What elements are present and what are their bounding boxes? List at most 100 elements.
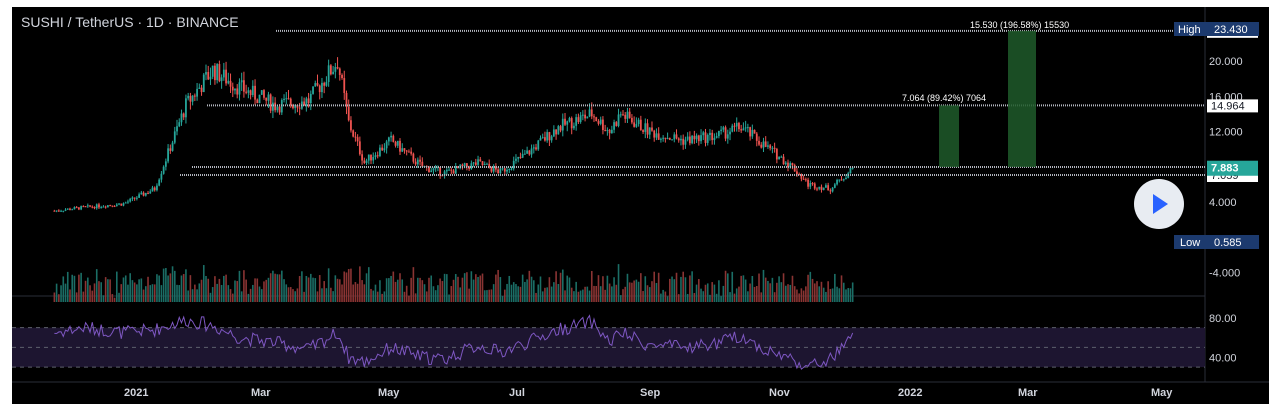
- candle-body: [606, 129, 609, 131]
- volume-bar: [240, 291, 243, 302]
- volume-bar: [742, 275, 745, 302]
- volume-bar: [842, 282, 845, 302]
- candle-body: [178, 122, 181, 127]
- candle-body: [133, 197, 136, 199]
- volume-bar: [379, 280, 381, 302]
- time-axis-label: 2021: [124, 387, 148, 399]
- volume-bar: [64, 283, 67, 302]
- volume-bar: [437, 285, 439, 302]
- candle-body: [336, 67, 339, 69]
- candle-body: [827, 185, 830, 191]
- candle-body: [243, 80, 245, 92]
- volume-bar: [236, 281, 239, 302]
- candle-body: [506, 169, 508, 172]
- volume-bar: [307, 277, 310, 302]
- candle-body: [809, 183, 812, 187]
- candle-body: [836, 179, 838, 185]
- candle-body: [586, 116, 589, 119]
- volume-bar: [421, 280, 424, 302]
- candle-body: [722, 127, 725, 130]
- candle-body: [334, 67, 337, 72]
- candle-body: [149, 191, 152, 194]
- volume-bar: [720, 296, 722, 302]
- candle-body: [227, 80, 230, 84]
- volume-bar: [517, 286, 519, 302]
- volume-bar: [510, 284, 513, 302]
- volume-bar: [223, 275, 225, 302]
- volume-bar: [740, 275, 742, 302]
- play-button[interactable]: [1134, 179, 1184, 229]
- volume-bar: [825, 291, 827, 302]
- volume-bar: [593, 285, 595, 302]
- candle-body: [838, 179, 841, 181]
- candle-body: [341, 74, 343, 79]
- rsi-line: [54, 314, 854, 370]
- volume-bar: [813, 283, 816, 302]
- volume-bar: [827, 281, 829, 302]
- volume-bar: [466, 272, 468, 302]
- volume-bar: [519, 286, 522, 302]
- volume-bar: [530, 276, 533, 302]
- price-axis-tick: 20.000: [1209, 56, 1243, 68]
- candle-body: [559, 126, 562, 131]
- volume-bar: [682, 271, 685, 302]
- candle-body: [305, 98, 308, 106]
- volume-bar: [559, 272, 562, 302]
- candle-body: [771, 147, 774, 149]
- candle-body: [211, 65, 214, 77]
- volume-bar: [434, 290, 437, 302]
- volume-bar: [755, 286, 758, 302]
- volume-bar: [281, 270, 283, 302]
- candle-body: [811, 183, 814, 185]
- candle-body: [709, 132, 711, 135]
- candle-body: [452, 170, 455, 174]
- candle-body: [668, 138, 671, 140]
- volume-bar: [167, 275, 169, 302]
- candle-body: [816, 188, 818, 190]
- time-axis-label: Mar: [1018, 387, 1038, 399]
- candle-body: [666, 138, 669, 140]
- candle-body: [102, 206, 105, 208]
- volume-bar: [354, 282, 357, 302]
- volume-bar: [747, 291, 749, 302]
- volume-bar: [642, 291, 644, 302]
- volume-bar: [671, 276, 673, 302]
- volume-bar: [604, 289, 606, 302]
- candle-body: [129, 198, 132, 202]
- candle-body: [412, 153, 415, 162]
- chart-frame[interactable]: 7.064 (89.42%) 7064 15.530 (196.58%) 1553…: [12, 7, 1269, 404]
- volume-bar: [669, 278, 671, 302]
- volume-bar: [229, 289, 232, 302]
- candle-body: [323, 82, 326, 86]
- candle-body: [338, 68, 341, 75]
- volume-bar: [666, 296, 669, 302]
- chart-canvas[interactable]: 7.064 (89.42%) 7064 15.530 (196.58%) 1553…: [12, 7, 1269, 404]
- volume-bar: [142, 289, 145, 302]
- candle-body: [430, 170, 433, 173]
- candle-body: [256, 99, 259, 104]
- volume-bar: [570, 287, 573, 302]
- volume-bar: [608, 283, 611, 302]
- candle-body: [593, 116, 595, 118]
- candle-body: [735, 122, 738, 127]
- candle-body: [111, 205, 114, 207]
- candle-body: [176, 126, 178, 132]
- candle-body: [254, 85, 256, 100]
- volume-bar: [301, 271, 303, 302]
- candle-body: [660, 138, 662, 140]
- volume-bar: [789, 284, 792, 302]
- candle-body: [196, 88, 198, 97]
- candle-body: [807, 179, 809, 187]
- volume-bar: [269, 273, 272, 302]
- volume-bar: [722, 285, 725, 302]
- rsi-axis-tick: 80.00: [1209, 313, 1237, 325]
- candle-body: [773, 147, 776, 149]
- volume-bar: [71, 274, 74, 302]
- volume-bar: [171, 266, 174, 302]
- volume-bar: [160, 285, 163, 302]
- volume-bar: [147, 276, 149, 302]
- volume-bar: [196, 289, 198, 302]
- candle-body: [285, 98, 288, 100]
- volume-bar: [390, 275, 392, 302]
- volume-bar: [463, 273, 466, 302]
